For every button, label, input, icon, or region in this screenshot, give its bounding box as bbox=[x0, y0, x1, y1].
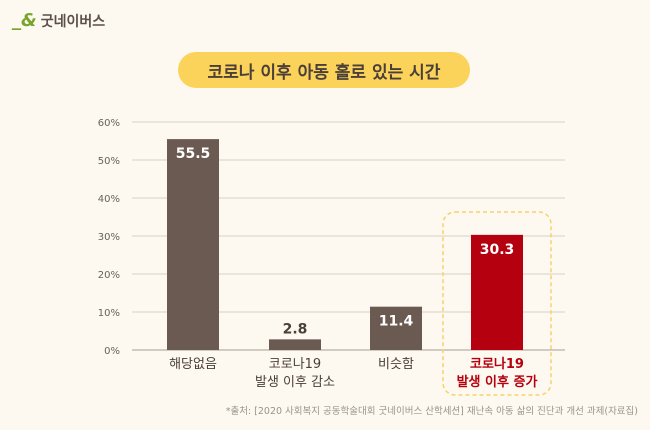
y-tick-label: 10% bbox=[98, 308, 120, 319]
bar bbox=[471, 234, 523, 350]
y-tick-label: 20% bbox=[98, 270, 120, 281]
data-label: 55.5 bbox=[176, 146, 211, 162]
y-tick-label: 0% bbox=[104, 346, 120, 357]
highlight-box bbox=[442, 211, 552, 396]
category-label: 발생 이후 감소 bbox=[255, 375, 335, 390]
source-note: *출처: [2020 사회복지 공동학술대회 굿네이버스 산학세션] 재난속 아… bbox=[225, 406, 638, 417]
category-label: 해당없음 bbox=[169, 357, 217, 372]
data-label: 2.8 bbox=[283, 321, 308, 337]
category-label: 코로나19 bbox=[470, 356, 524, 372]
logo-mark-icon: _& bbox=[12, 10, 37, 31]
y-tick-label: 30% bbox=[98, 232, 120, 243]
data-label: 30.3 bbox=[480, 242, 515, 258]
data-label: 11.4 bbox=[379, 314, 414, 330]
logo: _& 굿네이버스 bbox=[12, 10, 105, 31]
chart-title: 코로나 이후 아동 홀로 있는 시간 bbox=[178, 52, 470, 88]
category-label: 코로나19 bbox=[269, 357, 321, 372]
y-tick-label: 60% bbox=[98, 118, 120, 129]
y-tick-label: 40% bbox=[98, 194, 120, 205]
logo-text: 굿네이버스 bbox=[40, 13, 106, 30]
bar bbox=[370, 306, 422, 350]
bar bbox=[269, 339, 321, 350]
category-label: 비슷함 bbox=[378, 357, 414, 372]
bar bbox=[167, 139, 219, 350]
y-tick-label: 50% bbox=[98, 156, 120, 167]
category-label: 발생 이후 증가 bbox=[457, 374, 538, 390]
